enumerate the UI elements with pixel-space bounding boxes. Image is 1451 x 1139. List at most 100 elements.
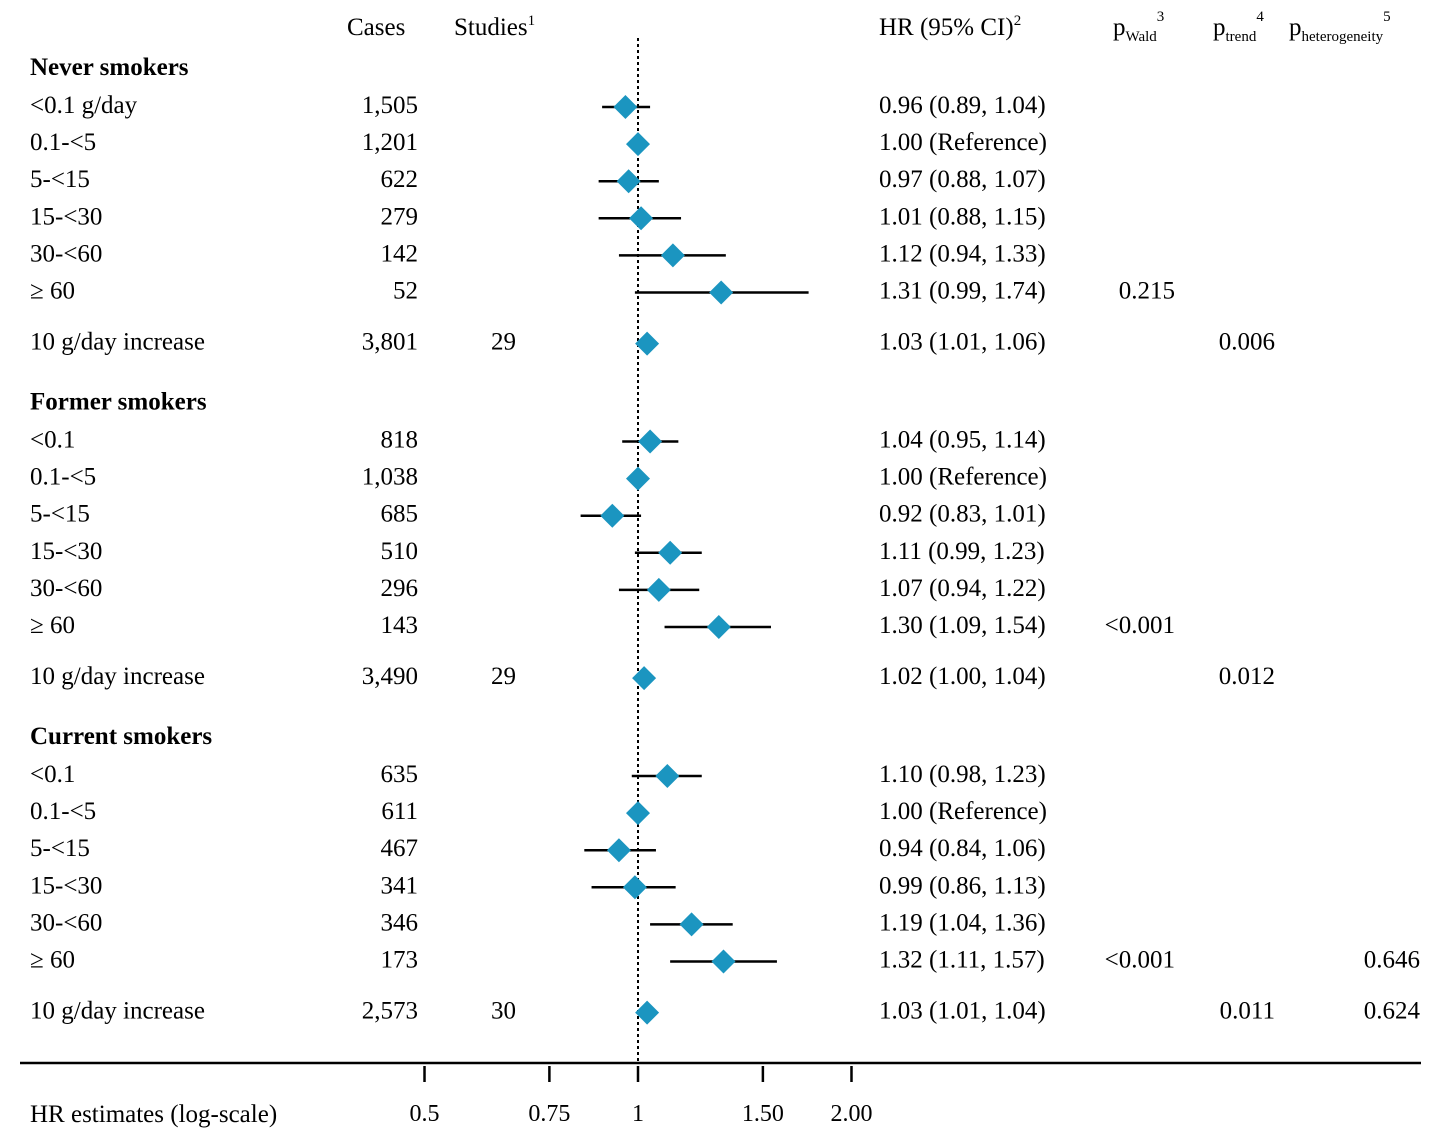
x-tick-label: 2.00 <box>830 1101 872 1127</box>
forest-rows: Never smokers <0.1 g/day 1,505 0.96 (0.89, … <box>30 54 1421 1025</box>
row-label: ≥ 60 <box>30 278 75 305</box>
row-studies: 29 <box>491 663 516 690</box>
row-label: 5-<15 <box>30 501 90 528</box>
row-label: 15-<30 <box>30 538 102 565</box>
row-hr-ci: 1.11 (0.99, 1.23) <box>879 538 1045 565</box>
forest-row: 15-<30 279 1.01 (0.88, 1.15) <box>30 203 1046 231</box>
header-p-wald: pWald3 <box>1113 9 1164 45</box>
x-tick-label: 1.50 <box>742 1101 784 1127</box>
row-cases: 622 <box>381 166 419 193</box>
forest-row: <0.1 g/day 1,505 0.96 (0.89, 1.04) <box>30 92 1046 119</box>
hr-marker <box>635 331 660 356</box>
row-hr-ci: 1.00 (Reference) <box>879 798 1047 825</box>
x-axis-label: HR estimates (log-scale) <box>30 1101 277 1128</box>
row-label: <0.1 g/day <box>30 92 138 119</box>
row-p-trend: 0.012 <box>1219 663 1275 690</box>
row-p-heterogeneity: 0.646 <box>1364 947 1420 974</box>
row-hr-ci: 1.02 (1.00, 1.04) <box>879 663 1046 690</box>
row-hr-ci: 1.10 (0.98, 1.23) <box>879 761 1046 788</box>
row-p-wald: 0.215 <box>1119 278 1175 305</box>
row-p-trend: 0.006 <box>1219 329 1275 356</box>
forest-row: 10 g/day increase 3,490 29 1.02 (1.00, 1.04… <box>30 663 1275 691</box>
row-hr-ci: 0.96 (0.89, 1.04) <box>879 92 1046 119</box>
row-studies: 29 <box>491 329 516 356</box>
row-cases: 279 <box>381 203 419 230</box>
x-tick-label: 1 <box>632 1101 644 1127</box>
row-cases: 346 <box>381 909 419 936</box>
row-label: 10 g/day increase <box>30 998 205 1025</box>
forest-row: ≥ 60 143 1.30 (1.09, 1.54) <0.001 <box>30 612 1175 639</box>
row-cases: 1,038 <box>362 464 418 491</box>
row-p-wald: <0.001 <box>1105 612 1175 639</box>
row-hr-ci: 1.19 (1.04, 1.36) <box>879 909 1046 936</box>
row-cases: 510 <box>381 538 419 565</box>
x-tick-label: 0.5 <box>410 1101 440 1127</box>
row-cases: 52 <box>393 278 418 305</box>
forest-row: 30-<60 296 1.07 (0.94, 1.22) <box>30 575 1046 602</box>
row-label: ≥ 60 <box>30 612 75 639</box>
group-title: Never smokers <box>30 54 189 81</box>
header-hr-ci: HR (95% CI)2 <box>879 13 1021 41</box>
x-axis-ticks: 0.5 0.75 1 1.50 2.00 <box>410 1066 872 1127</box>
row-hr-ci: 1.31 (0.99, 1.74) <box>879 278 1046 305</box>
forest-row: 0.1-<5 1,038 1.00 (Reference) <box>30 464 1047 491</box>
row-cases: 3,490 <box>362 663 418 690</box>
row-label: 15-<30 <box>30 872 102 899</box>
row-hr-ci: 0.92 (0.83, 1.01) <box>879 501 1046 528</box>
hr-marker <box>658 540 683 565</box>
forest-row: 15-<30 510 1.11 (0.99, 1.23) <box>30 538 1045 565</box>
forest-row: ≥ 60 52 1.31 (0.99, 1.74) 0.215 <box>30 278 1175 305</box>
group-title: Current smokers <box>30 723 212 750</box>
row-hr-ci: 0.99 (0.86, 1.13) <box>879 872 1046 899</box>
header-studies: Studies1 <box>454 13 535 41</box>
row-cases: 296 <box>381 575 419 602</box>
row-cases: 635 <box>381 761 419 788</box>
row-label: <0.1 <box>30 427 75 454</box>
hr-marker <box>711 949 736 974</box>
row-label: <0.1 <box>30 761 75 788</box>
forest-row: 5-<15 685 0.92 (0.83, 1.01) <box>30 501 1046 528</box>
row-label: 0.1-<5 <box>30 464 96 491</box>
row-label: 10 g/day increase <box>30 663 205 690</box>
hr-marker <box>613 95 638 119</box>
forest-row: 30-<60 142 1.12 (0.94, 1.33) <box>30 240 1046 268</box>
row-cases: 3,801 <box>362 329 418 356</box>
forest-row: 15-<30 341 0.99 (0.86, 1.13) <box>30 872 1046 900</box>
row-label: 15-<30 <box>30 203 102 230</box>
forest-row: <0.1 818 1.04 (0.95, 1.14) <box>30 427 1046 454</box>
row-hr-ci: 1.04 (0.95, 1.14) <box>879 427 1046 454</box>
row-label: 5-<15 <box>30 835 90 862</box>
row-cases: 1,505 <box>362 92 418 119</box>
row-p-heterogeneity: 0.624 <box>1364 998 1421 1025</box>
row-hr-ci: 1.03 (1.01, 1.06) <box>879 329 1046 356</box>
row-hr-ci: 1.07 (0.94, 1.22) <box>879 575 1046 602</box>
row-cases: 173 <box>381 947 419 974</box>
row-hr-ci: 0.94 (0.84, 1.06) <box>879 835 1046 862</box>
hr-marker <box>632 666 657 691</box>
row-label: 30-<60 <box>30 575 102 602</box>
x-tick-label: 0.75 <box>528 1101 570 1127</box>
hr-marker <box>709 280 734 305</box>
hr-marker <box>629 206 654 231</box>
row-hr-ci: 1.01 (0.88, 1.15) <box>879 203 1046 230</box>
hr-marker <box>600 503 625 528</box>
hr-marker <box>626 132 650 157</box>
row-label: 30-<60 <box>30 909 102 936</box>
row-cases: 341 <box>381 872 419 899</box>
row-label: 5-<15 <box>30 166 90 193</box>
forest-row: <0.1 635 1.10 (0.98, 1.23) <box>30 761 1046 788</box>
forest-row: 10 g/day increase 2,573 30 1.03 (1.01, 1.04… <box>30 998 1421 1025</box>
hr-marker <box>626 801 650 826</box>
hr-marker <box>622 875 647 900</box>
row-hr-ci: 1.00 (Reference) <box>879 464 1047 491</box>
forest-row: ≥ 60 173 1.32 (1.11, 1.57) <0.001 0.646 <box>30 947 1420 974</box>
hr-marker <box>706 615 731 639</box>
row-label: 10 g/day increase <box>30 329 205 356</box>
forest-row: 5-<15 467 0.94 (0.84, 1.06) <box>30 835 1046 863</box>
forest-row: 5-<15 622 0.97 (0.88, 1.07) <box>30 166 1046 194</box>
row-label: 0.1-<5 <box>30 798 96 825</box>
hr-marker <box>638 429 663 454</box>
row-label: 30-<60 <box>30 240 102 267</box>
row-studies: 30 <box>491 998 516 1025</box>
